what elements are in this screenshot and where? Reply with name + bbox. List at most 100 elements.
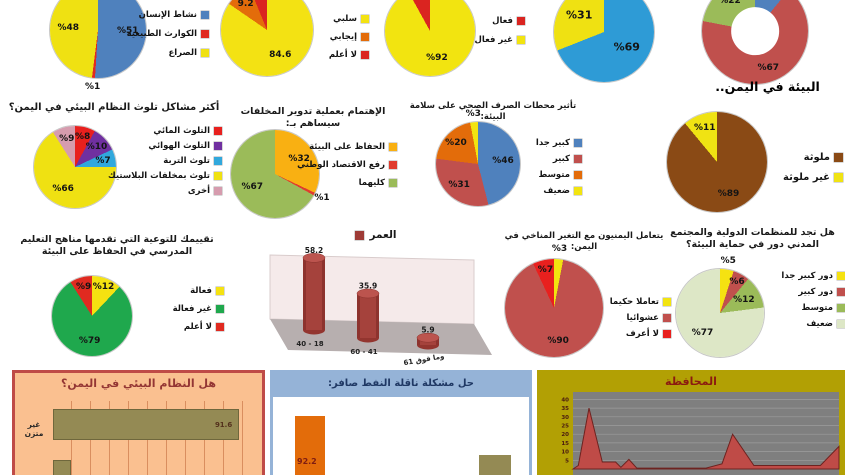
cylinder-shade — [376, 293, 379, 338]
legend-marker — [361, 15, 369, 23]
legend-marker — [837, 288, 845, 296]
pie: %12 %79 %9 — [52, 276, 132, 356]
y-tick-label: 15 — [561, 441, 569, 447]
pie: %51 %1 %48 — [50, 0, 146, 92]
legend-marker — [214, 187, 222, 195]
slice-label: %31 — [566, 8, 593, 22]
chart-environment-yemen-donut: %11%67%22 البيئة في اليمن.. — [690, 0, 845, 96]
slice-label: %6 — [729, 277, 745, 288]
legend-item: الحفاظ على البيئة — [309, 142, 397, 152]
pie: 84.69.26.2 — [221, 0, 313, 76]
legend-marker — [834, 153, 843, 162]
legend-marker — [574, 187, 582, 195]
chart-title: أكثر مشاكل تلوث النظام البيئي في اليمن؟ — [8, 102, 220, 113]
chart-pollution-problems-pie: أكثر مشاكل تلوث النظام البيئي في اليمن؟ … — [4, 98, 224, 226]
slice-label: %7 — [95, 155, 111, 166]
legend-marker — [663, 314, 671, 322]
legend-marker — [574, 155, 582, 163]
legend: دور كبير جدا دور كبير متوسط ضعيف — [780, 271, 845, 329]
legend-marker — [214, 142, 222, 150]
chart-yes-no-pie: %69 %31 — [528, 0, 690, 96]
hbar-plot: 91.6 — [53, 401, 254, 475]
age-chart-svg: 58.2 40 - 18 35.9 60 - 41 5.9 61 وما فوق — [269, 246, 492, 367]
cylinder-shade — [357, 293, 360, 338]
legend-marker — [361, 51, 369, 59]
legend: تعاملا حكيما عشوائيا لا أعرف — [610, 297, 671, 339]
legend-label: ضعيف — [806, 319, 833, 329]
legend-item: التلوث المائي — [128, 126, 222, 136]
bar-value: 92.2 — [297, 457, 317, 466]
legend-marker — [837, 304, 845, 312]
legend-label: التلوث الهوائي — [148, 141, 210, 151]
donut: %11%67%22 — [702, 0, 808, 84]
legend-marker — [216, 323, 224, 331]
legend-label: كليهما — [358, 178, 385, 188]
slice-label: %9 — [59, 133, 75, 144]
y-tick-label: 10 — [561, 450, 569, 456]
slice-label: %66 — [52, 183, 74, 194]
legend-item: أخرى — [128, 186, 222, 196]
legend-label: كبير — [552, 154, 570, 164]
slice-label: %7 — [537, 264, 554, 275]
y-tick-label: 25 — [561, 424, 569, 430]
legend-marker — [389, 179, 397, 187]
chart-title: تقييمك للتوعية التي تقدمها مناهج التعليم… — [20, 234, 214, 257]
legend-item: نشاط الإنسان — [114, 10, 209, 20]
legend-item: فعال — [467, 16, 525, 26]
legend-item: كبير — [524, 154, 582, 164]
cylinder-shade — [303, 257, 306, 330]
legend: الحفاظ على البيئة رفع الاقتصاد الوطني كليه… — [297, 142, 397, 188]
legend-item: رفع الاقتصاد الوطني — [297, 160, 397, 170]
legend-label: فعالة — [190, 286, 212, 296]
slice-label: %69 — [613, 40, 640, 54]
legend-item: دور كبير — [780, 287, 845, 297]
chart-ecosystem-balance-hbar: هل النظام البيئي في اليمن؟ 91.6 غير متزن — [12, 370, 265, 475]
age-legend-marker — [355, 230, 365, 240]
bar — [479, 455, 511, 475]
y-tick-label: 30 — [561, 415, 569, 421]
cylinder-top — [416, 332, 440, 343]
slice-label: %67 — [757, 62, 780, 73]
pie: %46 %31 %20 %3 — [436, 109, 520, 206]
cylinder-shade — [417, 337, 420, 345]
slice-label: %5 — [720, 255, 736, 266]
legend-label: الحفاظ على البيئة — [309, 142, 385, 152]
bar — [53, 460, 72, 475]
slice-label: %67 — [241, 182, 264, 193]
legend-label: الصراع — [168, 48, 198, 58]
legend-item: لا أعلم — [146, 322, 224, 332]
chart-title: يتعامل اليمنيون مع التغير المناخي في الي… — [504, 231, 664, 252]
legend-item: عشوائيا — [615, 313, 671, 323]
slice-label: %46 — [492, 155, 514, 166]
legend-marker — [389, 161, 397, 169]
legend: التلوث المائي التلوث الهوائي تلوث التربة تل… — [108, 126, 222, 196]
chart-title: حل مشكلة ناقلة النفط صافر: — [328, 378, 474, 389]
legend-label: أخرى — [187, 186, 210, 196]
chart-education-awareness-pie: تقييمك للتوعية التي تقدمها مناهج التعليم… — [6, 232, 228, 366]
area-chart-svg: 40 35 30 25 20 15 10 5 — [561, 392, 840, 475]
legend-label: فعال — [492, 16, 513, 26]
chart-climate-dealing-pie: يتعامل اليمنيون مع التغير المناخي في الي… — [497, 227, 671, 367]
category-label: غير متزن — [24, 419, 44, 438]
slice-label: %31 — [448, 180, 470, 191]
legend: فعال غير فعال — [467, 16, 525, 45]
donut-caption: البيئة في اليمن.. — [715, 79, 820, 94]
legend-marker — [201, 11, 209, 19]
cylinder-body — [303, 257, 325, 330]
legend-item: لا أعرف — [615, 329, 671, 339]
legend-marker — [201, 30, 209, 38]
legend-marker — [663, 298, 671, 306]
bar-value: 35.9 — [359, 281, 378, 290]
legend: كبير جدا كبير متوسط ضعيف — [524, 138, 582, 196]
slice-label: %48 — [57, 23, 80, 34]
legend: ملوثة غير ملوثة — [773, 152, 843, 183]
legend-item: متوسط — [780, 303, 845, 313]
slice-label: %9 — [75, 282, 92, 293]
legend-item: غير فعالة — [146, 304, 224, 314]
legend-label: غير فعال — [474, 35, 513, 45]
legend-item: الكوارث الطبيعية — [114, 29, 209, 39]
chart-governorate-area: 40 35 30 25 20 15 10 5 المحافظة — [537, 370, 845, 475]
age-3d-plot: 58.2 40 - 18 35.9 60 - 41 5.9 61 وما فوق — [256, 241, 496, 373]
legend-marker — [517, 36, 525, 44]
